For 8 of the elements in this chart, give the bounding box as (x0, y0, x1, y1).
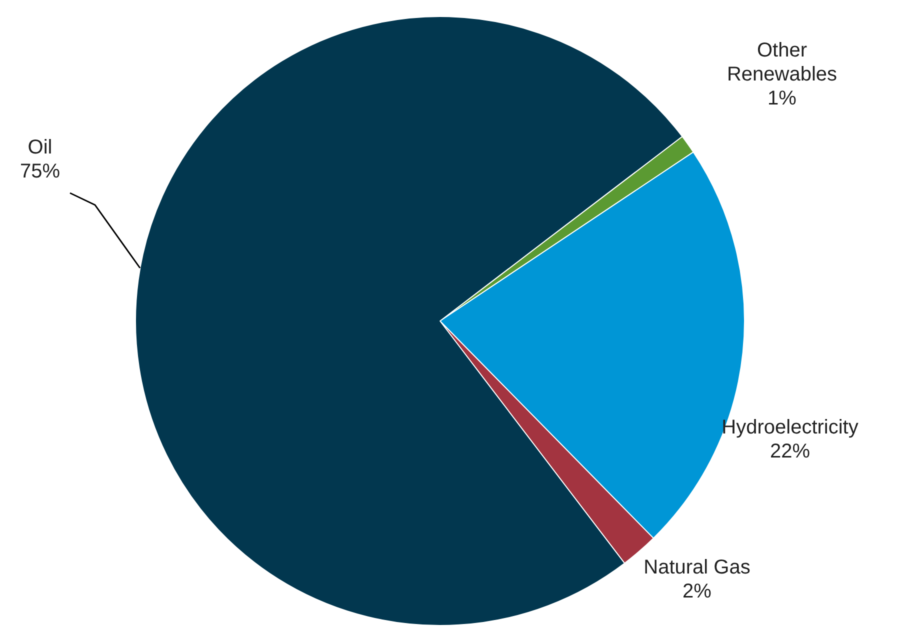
slice-label: Hydroelectricity (722, 416, 858, 439)
data-label: 1% (768, 88, 797, 110)
slice-label: Other Renewables (726, 40, 838, 86)
data-label: 22% (770, 440, 810, 463)
data-label: 75% (20, 160, 60, 183)
slice-label: Oil (28, 136, 52, 159)
slice-label: Natural Gas (644, 556, 750, 579)
data-label: 2% (682, 580, 712, 603)
